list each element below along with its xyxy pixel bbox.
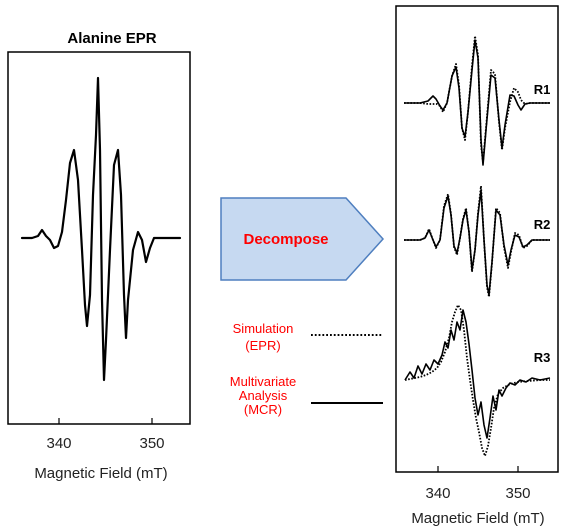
r3-label: R3 xyxy=(534,350,551,365)
legend-mcr-line1: Multivariate xyxy=(230,374,296,389)
alanine-spectrum-line xyxy=(20,76,182,382)
legend: Simulation (EPR) Multivariate Analysis (… xyxy=(230,321,383,417)
decomposed-components-panel: R1 R2 R3 340 350 Magnetic Field (mT) xyxy=(395,5,559,527)
r3-mcr-line xyxy=(404,309,551,439)
legend-mcr-line3: (MCR) xyxy=(244,402,282,417)
right-x-axis-label: Magnetic Field (mT) xyxy=(411,510,544,527)
left-plot-frame xyxy=(7,51,191,425)
legend-simulation: Simulation (EPR) xyxy=(233,321,383,353)
legend-mcr: Multivariate Analysis (MCR) xyxy=(230,374,383,417)
right-plot-frame xyxy=(395,5,559,473)
left-x-ticks: 340 350 xyxy=(46,418,165,452)
decompose-arrow: Decompose xyxy=(220,197,385,281)
r2-mcr-line xyxy=(404,189,550,296)
legend-mcr-line2: Analysis xyxy=(239,388,288,403)
left-panel-title: Alanine EPR xyxy=(67,30,156,47)
legend-simulation-line2: (EPR) xyxy=(245,338,280,353)
alanine-epr-panel: Alanine EPR 340 350 Magnetic Field (mT) xyxy=(7,30,191,482)
decompose-label: Decompose xyxy=(243,231,328,248)
r1-label: R1 xyxy=(534,82,551,97)
r3-simulation-line xyxy=(404,304,550,457)
component-r3: R3 xyxy=(404,304,551,457)
arrow-shape xyxy=(220,197,385,281)
left-x-axis-label: Magnetic Field (mT) xyxy=(34,465,167,482)
right-x-ticks: 340 350 xyxy=(425,466,531,502)
right-tick-340: 340 xyxy=(425,485,450,502)
left-tick-340: 340 xyxy=(46,435,71,452)
right-tick-350: 350 xyxy=(505,485,530,502)
component-r2: R2 xyxy=(404,185,551,298)
r2-label: R2 xyxy=(534,217,551,232)
component-r1: R1 xyxy=(404,35,551,166)
r2-simulation-line xyxy=(404,185,550,298)
left-tick-350: 350 xyxy=(139,435,164,452)
legend-simulation-line1: Simulation xyxy=(233,321,294,336)
r1-mcr-line xyxy=(404,39,550,166)
